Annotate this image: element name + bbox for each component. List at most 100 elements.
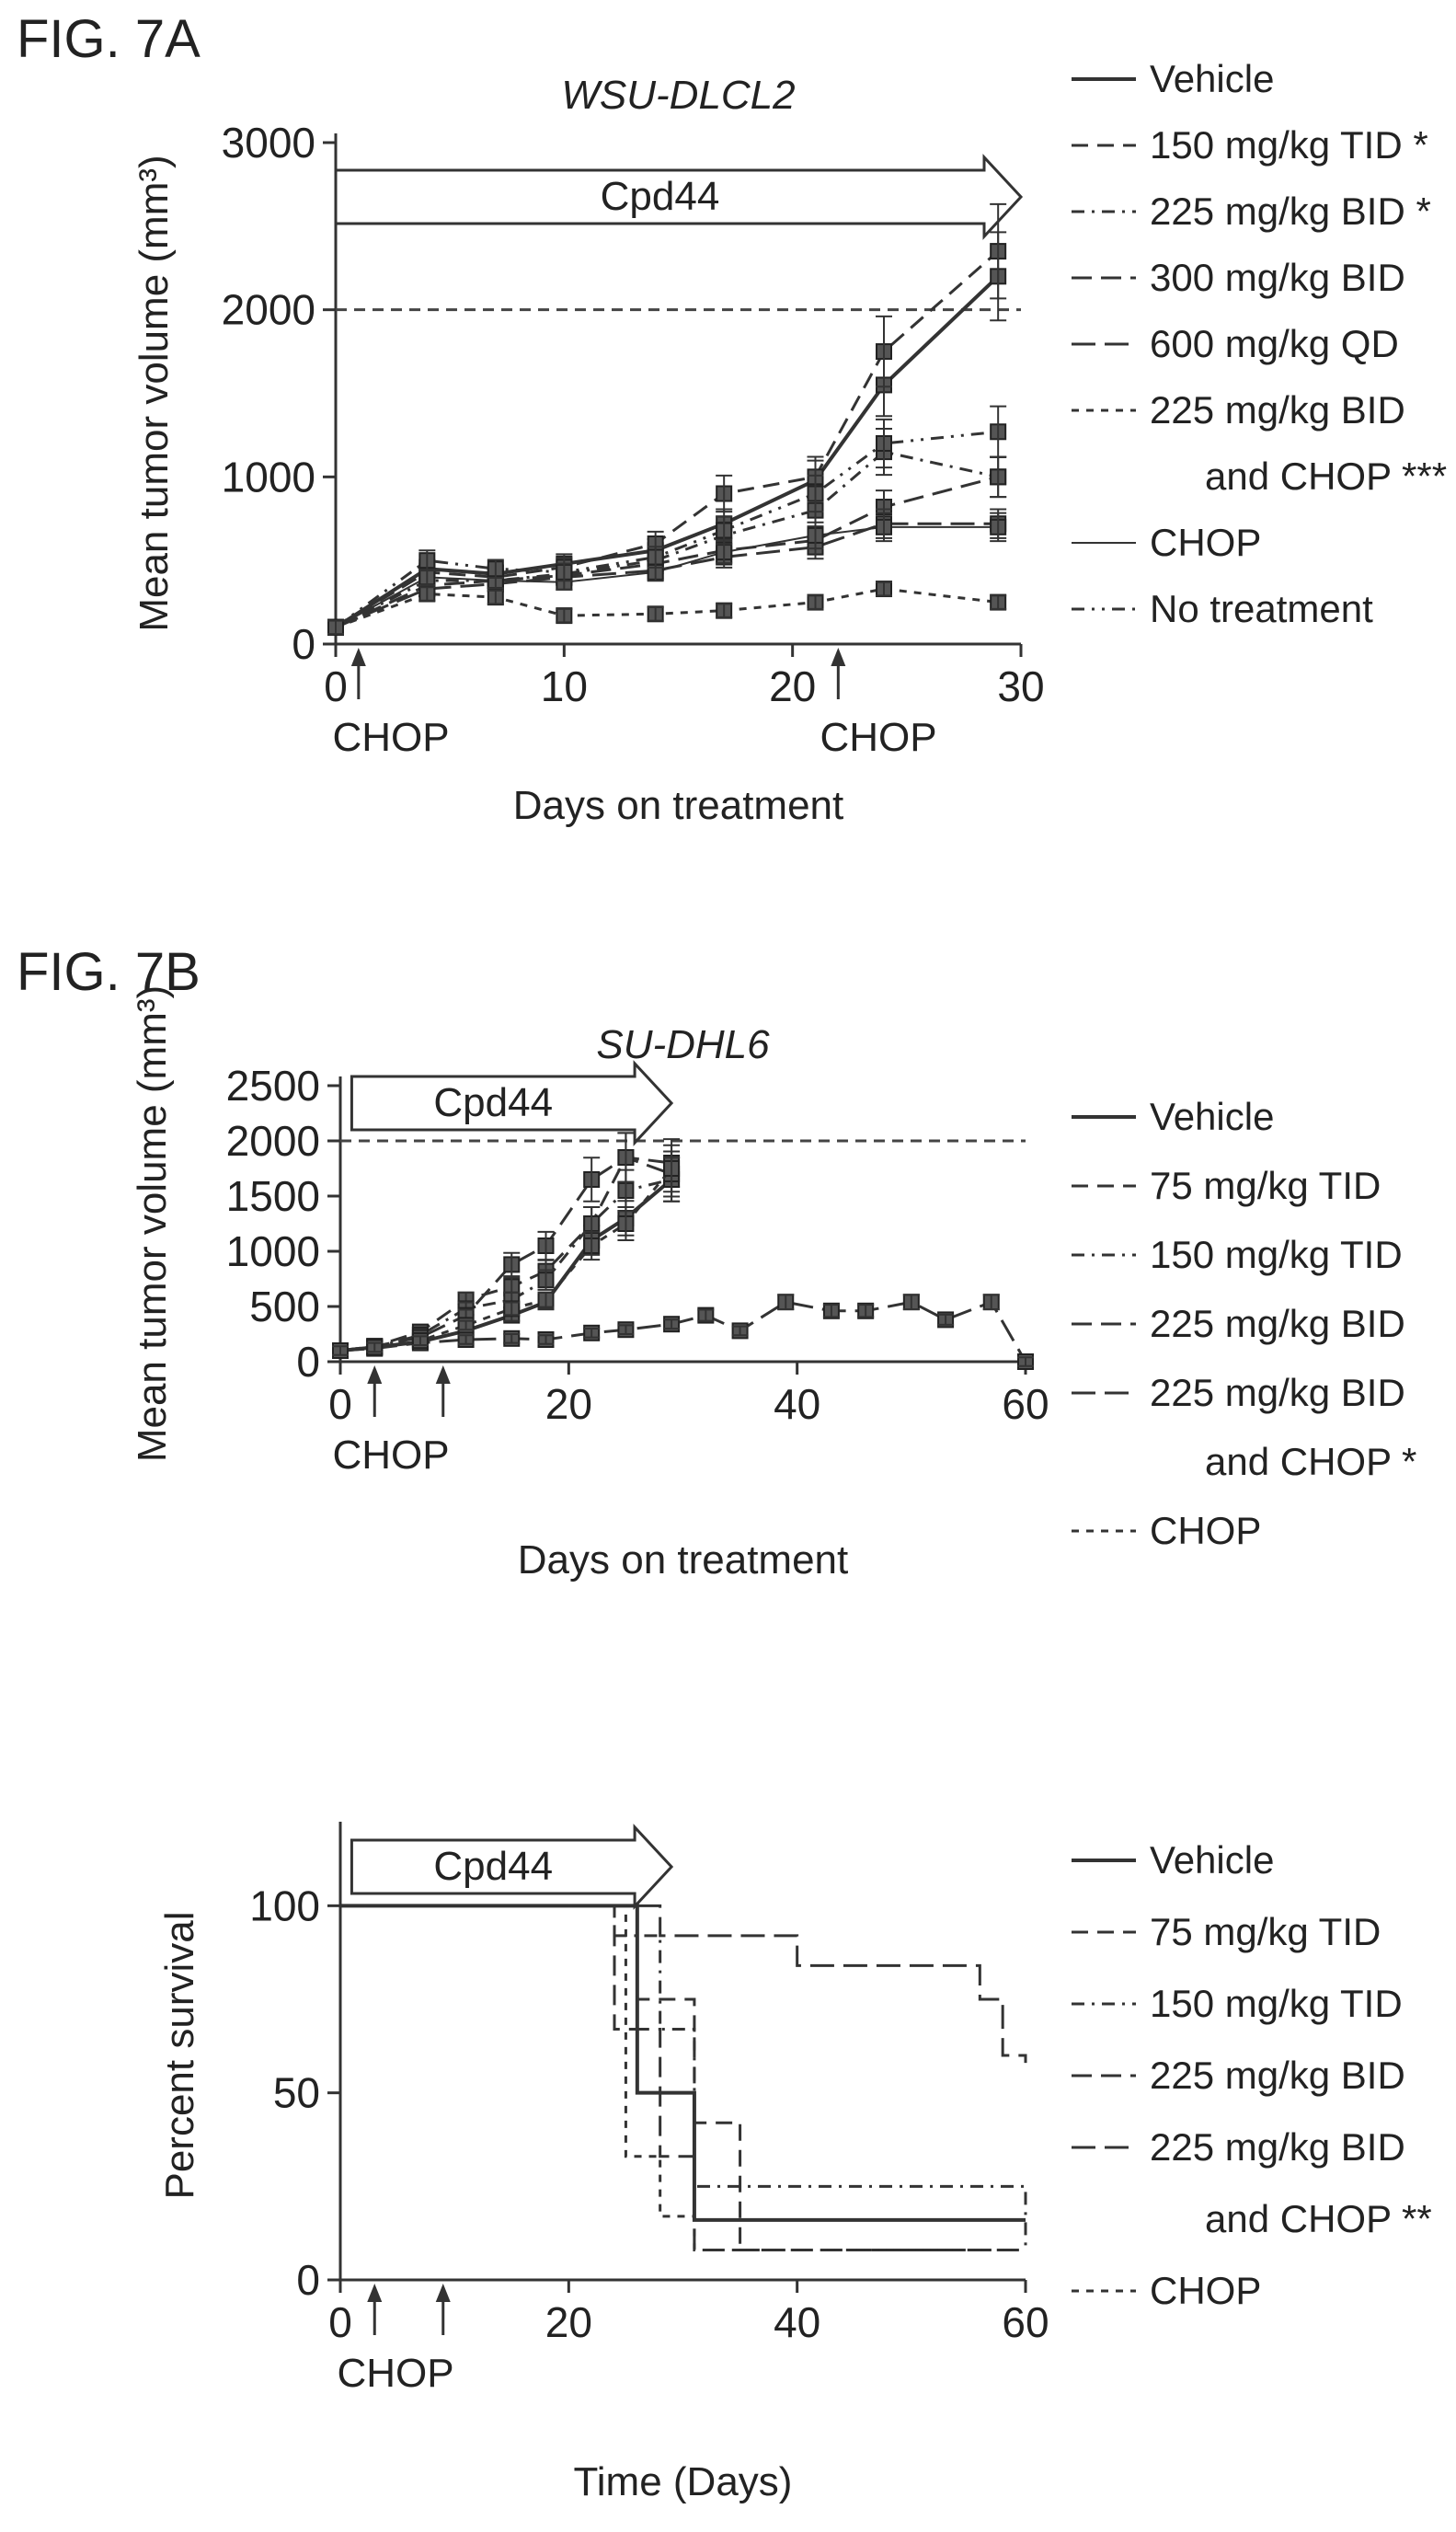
y-tick-label: 50	[273, 2069, 320, 2117]
chop-dose-arrowhead	[831, 648, 845, 666]
y-tick-label: 0	[296, 2256, 320, 2304]
y-axis-label: Mean tumor volume (mm³)	[130, 985, 175, 1462]
legend-label-line: 225 mg/kg BID	[1150, 388, 1405, 432]
legend-label-line: No treatment	[1150, 587, 1373, 630]
legend-label-line: 300 mg/kg BID	[1150, 256, 1405, 299]
chop-dose-arrowhead	[436, 1365, 451, 1384]
legend-label: 225 mg/kg BID and CHOP **	[1150, 2125, 1432, 2240]
legend-label: 225 mg/kg BID	[1150, 2054, 1405, 2097]
legend-label: 225 mg/kg BID and CHOP ***	[1150, 388, 1447, 498]
y-axis-label: Mean tumor volume (mm³)	[132, 155, 177, 631]
x-tick-label: 0	[324, 662, 348, 710]
series-line	[340, 1905, 1026, 2250]
chop-dose-arrowhead	[367, 2284, 382, 2302]
legend-label: CHOP	[1150, 2269, 1261, 2312]
chart-title: SU-DHL6	[596, 1022, 770, 1067]
legend-label-line: and CHOP ***	[1205, 455, 1447, 498]
chop-dose-arrowhead	[351, 648, 366, 666]
legend-label: 75 mg/kg TID	[1150, 1164, 1381, 1207]
x-tick-label: 30	[997, 662, 1044, 710]
legend-label-line: CHOP	[1150, 1509, 1261, 1552]
y-tick-label: 3000	[222, 119, 315, 167]
legend-label: No treatment	[1150, 587, 1373, 630]
legend-label-line: 150 mg/kg TID	[1150, 1982, 1403, 2025]
y-tick-label: 0	[292, 620, 315, 668]
legend-label-line: Vehicle	[1150, 1838, 1274, 1882]
legend-label-line: 225 mg/kg BID	[1150, 2125, 1405, 2169]
x-axis-label: Days on treatment	[513, 783, 844, 828]
legend-label-line: Vehicle	[1150, 1095, 1274, 1138]
x-tick-label: 0	[328, 1380, 352, 1428]
legend-label-line: and CHOP **	[1205, 2197, 1432, 2240]
chart-panel-2: 0 20 40 60 0 50 100 Time (Days) Percent survival…	[157, 1822, 1432, 2504]
legend-label: Vehicle	[1150, 1095, 1274, 1138]
legend-label: 75 mg/kg TID	[1150, 1910, 1381, 1953]
chart-panel-0: FIG. 7A WSU-DLCL2 0 10 20 30 0 1000 2000 3000 Days…	[17, 9, 1447, 828]
series-line	[340, 1905, 1026, 2250]
legend-label: 225 mg/kg BID	[1150, 1302, 1405, 1345]
chop-label: CHOP	[820, 715, 936, 760]
chop-label: CHOP	[332, 715, 449, 760]
legend-label: Vehicle	[1150, 1838, 1274, 1882]
legend-label-line: and CHOP *	[1205, 1440, 1416, 1483]
y-tick-label: 1000	[226, 1227, 320, 1275]
series-line	[340, 1905, 1026, 2250]
y-tick-label: 2000	[222, 286, 315, 334]
y-axis-label: Percent survival	[157, 1911, 202, 2199]
legend-label: 225 mg/kg BID and CHOP *	[1150, 1371, 1416, 1483]
chart-title: WSU-DLCL2	[561, 73, 795, 118]
legend-label-line: 225 mg/kg BID	[1150, 1371, 1405, 1414]
legend-label-line: 150 mg/kg TID *	[1150, 123, 1428, 167]
legend-label-line: 225 mg/kg BID *	[1150, 190, 1431, 233]
legend-label: 600 mg/kg QD	[1150, 322, 1399, 365]
legend-label-line: 225 mg/kg BID	[1150, 1302, 1405, 1345]
y-tick-label: 1500	[226, 1172, 320, 1220]
legend-label-line: CHOP	[1150, 2269, 1261, 2312]
y-tick-label: 500	[249, 1283, 320, 1330]
legend-label: 150 mg/kg TID	[1150, 1233, 1403, 1276]
chop-dose-arrowhead	[367, 1365, 382, 1384]
y-tick-label: 1000	[222, 453, 315, 501]
y-tick-label: 0	[296, 1338, 320, 1386]
y-tick-label: 2000	[226, 1117, 320, 1165]
legend-label: 150 mg/kg TID	[1150, 1982, 1403, 2025]
legend-label: 300 mg/kg BID	[1150, 256, 1405, 299]
x-axis-label: Time (Days)	[574, 2459, 793, 2504]
x-tick-label: 40	[774, 2298, 820, 2346]
series-line	[340, 1905, 1026, 2220]
treatment-arrow-label: Cpd44	[433, 1844, 553, 1889]
chop-label: CHOP	[332, 1433, 449, 1478]
x-tick-label: 20	[769, 662, 816, 710]
legend-label: 150 mg/kg TID *	[1150, 123, 1428, 167]
x-tick-label: 60	[1002, 2298, 1049, 2346]
x-tick-label: 20	[545, 1380, 592, 1428]
x-axis-label: Days on treatment	[518, 1537, 849, 1582]
figure-label: FIG. 7A	[17, 9, 201, 69]
treatment-arrow-label: Cpd44	[601, 174, 720, 219]
legend-label: Vehicle	[1150, 57, 1274, 100]
legend-label-line: 600 mg/kg QD	[1150, 322, 1399, 365]
legend-label-line: 225 mg/kg BID	[1150, 2054, 1405, 2097]
legend-label-line: 75 mg/kg TID	[1150, 1164, 1381, 1207]
legend-label-line: Vehicle	[1150, 57, 1274, 100]
y-tick-label: 2500	[226, 1062, 320, 1110]
y-tick-label: 100	[249, 1882, 320, 1929]
x-tick-label: 20	[545, 2298, 592, 2346]
treatment-arrow-label: Cpd44	[433, 1080, 553, 1125]
legend-label: CHOP	[1150, 521, 1261, 564]
legend-label-line: 150 mg/kg TID	[1150, 1233, 1403, 1276]
x-tick-label: 0	[328, 2298, 352, 2346]
x-tick-label: 40	[774, 1380, 820, 1428]
x-tick-label: 60	[1002, 1380, 1049, 1428]
series-line	[340, 1905, 1026, 2063]
legend-label: CHOP	[1150, 1509, 1261, 1552]
chop-label: CHOP	[337, 2351, 453, 2396]
chart-panel-1: FIG. 7BSU-DHL602040600500100015002000250…	[17, 942, 1416, 1582]
series-line	[340, 1905, 1026, 2250]
chop-dose-arrowhead	[436, 2284, 451, 2302]
legend-label-line: 75 mg/kg TID	[1150, 1910, 1381, 1953]
legend-label: 225 mg/kg BID *	[1150, 190, 1431, 233]
x-tick-label: 10	[541, 662, 588, 710]
legend-label-line: CHOP	[1150, 521, 1261, 564]
